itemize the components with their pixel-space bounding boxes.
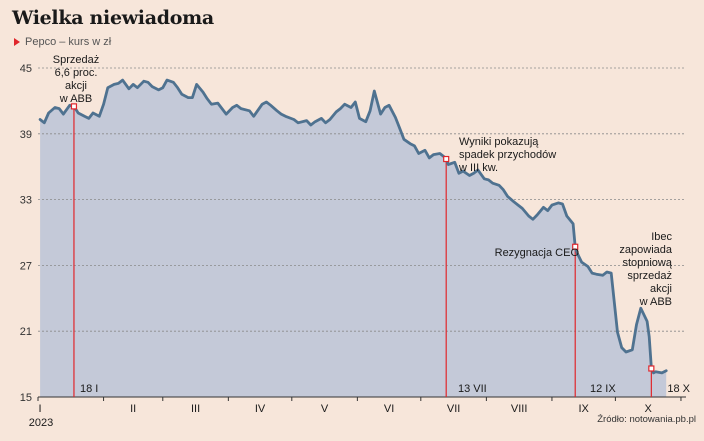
month-label: X	[645, 403, 653, 415]
annotation-text: Wyniki pokazują	[459, 136, 539, 148]
y-tick-label: 27	[20, 260, 32, 272]
price-area	[40, 80, 667, 397]
annotation-text: zapowiada	[619, 244, 672, 256]
annotation-date-label: 12 IX	[590, 383, 616, 395]
month-label: III	[191, 403, 200, 415]
y-tick-label: 33	[20, 195, 32, 207]
month-label: V	[321, 403, 329, 415]
annotation-text: akcji	[650, 283, 672, 295]
y-tick-label: 39	[20, 129, 32, 141]
year-label: 2023	[29, 417, 53, 429]
annotation-text: Sprzedaż	[53, 54, 99, 66]
event-marker-point	[572, 243, 579, 250]
month-label: VI	[384, 403, 394, 415]
annotation-text: sprzedaż	[627, 270, 672, 282]
month-label: IX	[578, 403, 589, 415]
annotation-date-label: 13 VII	[458, 383, 487, 395]
event-marker-point	[70, 103, 78, 110]
month-label: VII	[447, 403, 460, 415]
y-tick-label: 15	[20, 392, 32, 404]
annotation-text: w ABB	[639, 296, 672, 308]
month-label: VIII	[511, 403, 528, 415]
event-marker-point	[443, 155, 450, 163]
month-label: IV	[255, 403, 266, 415]
month-label: I	[38, 403, 41, 415]
annotation-text: stopniową	[622, 257, 672, 269]
chart-title: Wielka niewiadoma	[12, 7, 214, 29]
chart-subtitle: Pepco – kurs w zł	[14, 36, 111, 48]
annotation-date-label: 18 X	[667, 383, 690, 395]
annotation-text: spadek przychodów	[459, 149, 556, 161]
annotation-date-label: 18 I	[80, 383, 98, 395]
source-note: Źródło: notowania.pb.pl	[597, 414, 696, 425]
annotation-text: w III kw.	[458, 162, 498, 174]
y-tick-label: 45	[20, 63, 32, 75]
annotation-text: Ibec	[651, 231, 672, 243]
annotation-text: w ABB	[59, 93, 92, 105]
annotation-text: 6,6 proc.	[55, 67, 98, 79]
annotation-text: Rezygnacja CEO	[495, 247, 580, 259]
price-line	[38, 78, 668, 375]
event-marker-point	[648, 365, 655, 372]
y-tick-label: 21	[20, 326, 32, 338]
subtitle-text: Pepco – kurs w zł	[25, 36, 112, 48]
triangle-icon	[14, 38, 20, 46]
month-label: II	[130, 403, 136, 415]
annotation-text: akcji	[65, 80, 87, 92]
